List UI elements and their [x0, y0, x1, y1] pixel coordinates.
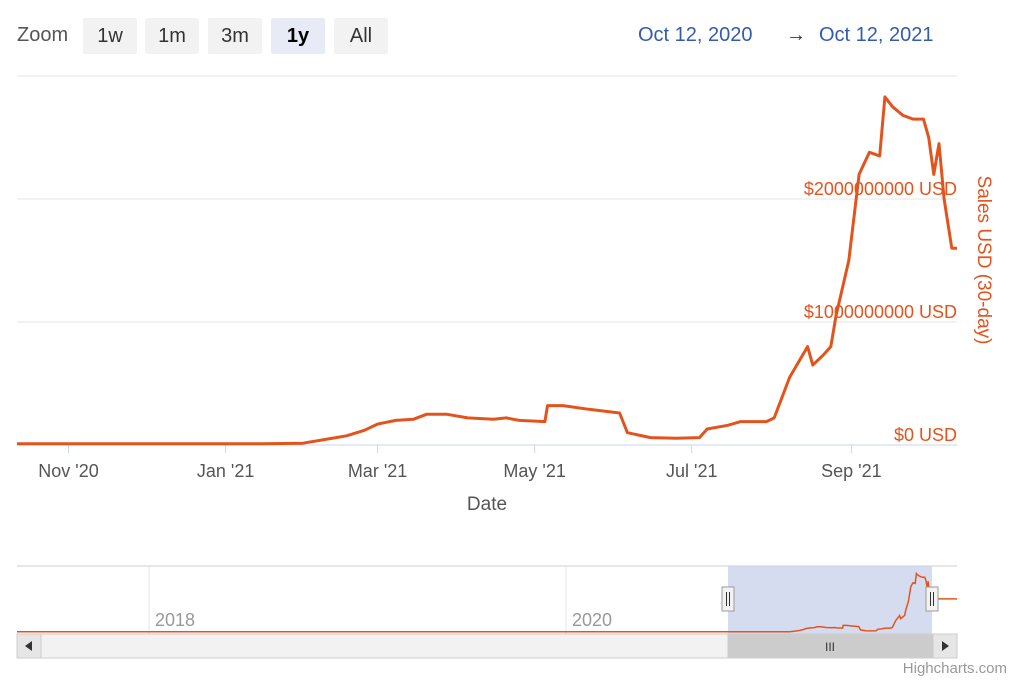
x-axis-title: Date [467, 494, 507, 515]
range-to-input[interactable]: Oct 12, 2021 [819, 24, 934, 46]
navigator-series-line [17, 571, 957, 633]
x-tick-label: Jan '21 [197, 461, 254, 481]
scrollbar-thumb[interactable] [727, 634, 933, 658]
x-axis: Nov '20 Jan '21 Mar '21 May '21 Jul '21 Sep '… [38, 445, 882, 481]
x-tick-label: Nov '20 [38, 461, 98, 481]
zoom-all-button[interactable]: All [334, 18, 388, 54]
sales-series-line [17, 95, 957, 446]
y-axis: $0 USD $1000000000 USD $2000000000 USD [804, 179, 957, 445]
navigator-selected-range[interactable] [728, 566, 932, 634]
zoom-1m-button[interactable]: 1m [145, 18, 199, 54]
navigator[interactable]: 2018 2020 [17, 565, 957, 634]
y-tick-label: $0 USD [894, 425, 957, 445]
navigator-left-handle[interactable] [721, 586, 735, 612]
y-axis-title: Sales USD (30-day) [973, 176, 994, 345]
x-tick-label: Sep '21 [821, 461, 882, 481]
range-arrow: → [786, 24, 806, 46]
scroll-right-arrow-icon [942, 641, 949, 651]
navigator-label-2020: 2020 [572, 610, 612, 630]
y-tick-label: $2000000000 USD [804, 179, 957, 199]
scrollbar-grip: III [825, 640, 835, 654]
zoom-3m-button[interactable]: 3m [208, 18, 262, 54]
x-tick-label: Jul '21 [666, 461, 717, 481]
range-selector: Zoom 1w 1m 3m 1y All Oct 12, 2020 → Oct … [0, 0, 1024, 75]
x-tick-label: May '21 [503, 461, 565, 481]
y-tick-label: $1000000000 USD [804, 302, 957, 322]
grid-lines [17, 75, 957, 446]
credits-link[interactable]: Highcharts.com [902, 660, 1007, 677]
scrollbar[interactable]: III [16, 633, 958, 659]
zoom-1y-button[interactable]: 1y [271, 18, 325, 54]
zoom-1w-button[interactable]: 1w [83, 18, 137, 54]
navigator-label-2018: 2018 [155, 610, 195, 630]
zoom-label: Zoom [17, 24, 69, 46]
x-tick-label: Mar '21 [348, 461, 407, 481]
scroll-left-arrow-icon [25, 641, 32, 651]
range-from-input[interactable]: Oct 12, 2020 [638, 24, 753, 46]
navigator-right-handle[interactable] [925, 586, 939, 612]
